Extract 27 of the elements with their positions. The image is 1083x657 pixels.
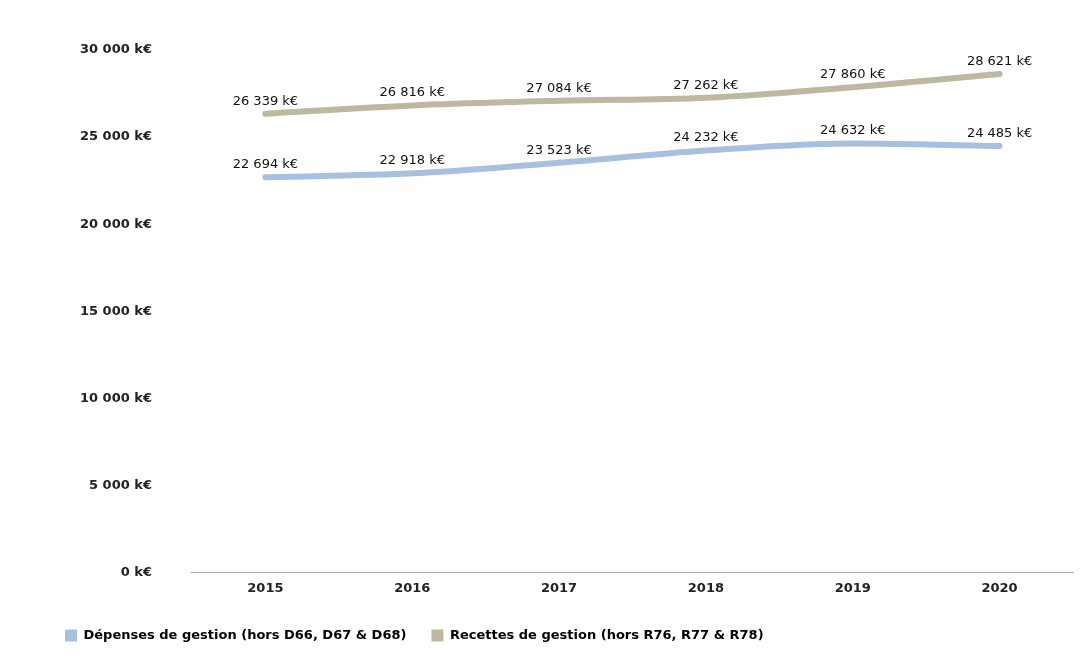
y-tick-label: 10 000 k€ bbox=[79, 389, 152, 405]
data-label: 24 232 k€ bbox=[673, 129, 739, 145]
y-tick-label: 15 000 k€ bbox=[79, 302, 152, 318]
x-tick-label: 2020 bbox=[981, 579, 1018, 595]
legend-label: Recettes de gestion (hors R76, R77 & R78) bbox=[449, 626, 764, 642]
legend-label: Dépenses de gestion (hors D66, D67 & D68) bbox=[83, 626, 407, 642]
y-tick-label: 30 000 k€ bbox=[79, 41, 152, 57]
data-label: 27 084 k€ bbox=[526, 79, 592, 95]
data-label: 28 621 k€ bbox=[966, 52, 1033, 68]
data-label: 24 485 k€ bbox=[966, 124, 1033, 140]
data-label: 27 860 k€ bbox=[820, 66, 886, 82]
data-label: 26 816 k€ bbox=[379, 84, 445, 100]
y-tick-label: 0 k€ bbox=[120, 563, 152, 579]
x-tick-label: 2016 bbox=[394, 579, 431, 595]
data-label: 22 918 k€ bbox=[379, 152, 445, 168]
data-label: 24 632 k€ bbox=[820, 122, 886, 138]
x-tick-label: 2015 bbox=[247, 579, 284, 595]
y-tick-label: 25 000 k€ bbox=[79, 128, 152, 144]
y-tick-label: 5 000 k€ bbox=[89, 476, 152, 492]
data-label: 23 523 k€ bbox=[526, 141, 592, 157]
x-tick-label: 2017 bbox=[540, 579, 578, 595]
y-tick-label: 20 000 k€ bbox=[79, 215, 152, 231]
data-label: 22 694 k€ bbox=[232, 156, 299, 172]
data-label: 27 262 k€ bbox=[673, 76, 739, 92]
x-tick-label: 2018 bbox=[687, 579, 724, 595]
x-tick-label: 2019 bbox=[834, 579, 871, 595]
data-label: 26 339 k€ bbox=[232, 92, 299, 108]
